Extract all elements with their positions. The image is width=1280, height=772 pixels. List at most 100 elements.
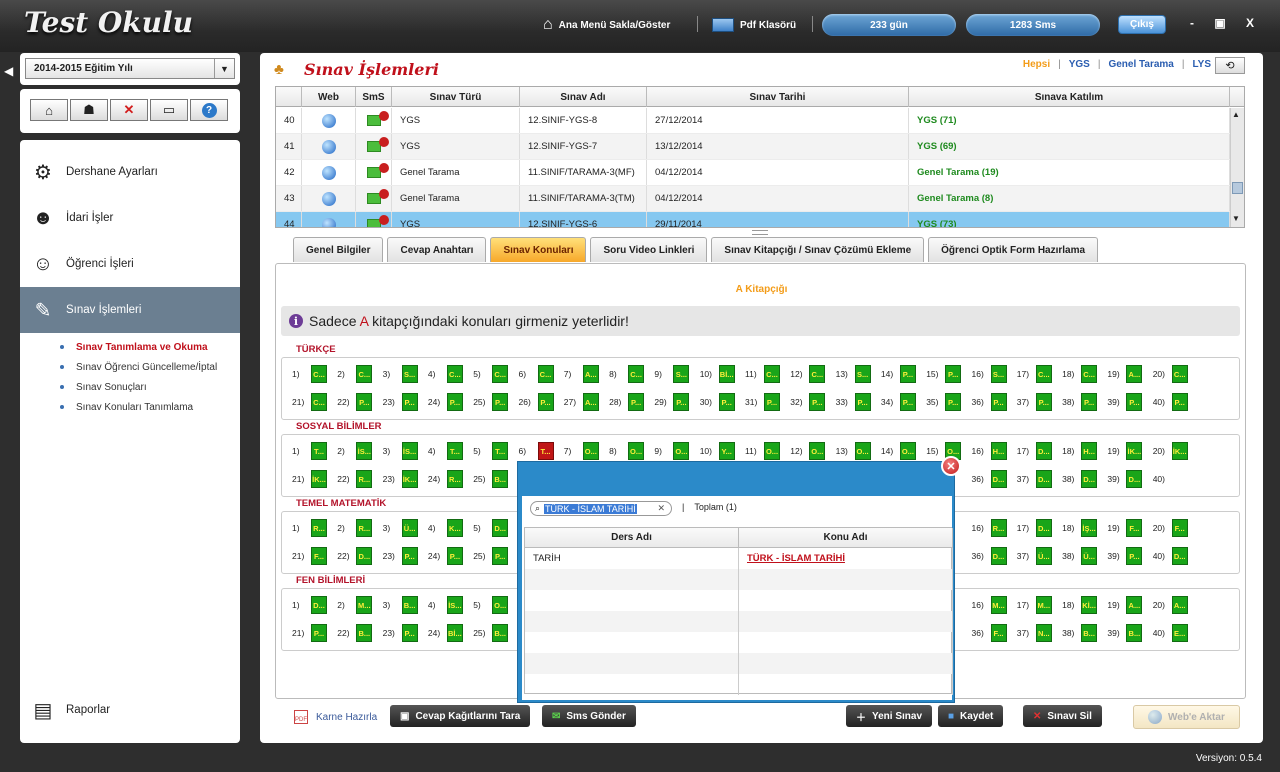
topic-box[interactable]: P...	[311, 624, 327, 642]
topic-box[interactable]: İS...	[401, 442, 418, 460]
topic-box[interactable]: O...	[854, 442, 871, 460]
web-cell[interactable]	[302, 108, 356, 133]
topic-box[interactable]: O...	[899, 442, 916, 460]
topic-box[interactable]: D...	[1035, 519, 1052, 537]
tab-sinav-konulari[interactable]: Sınav Konuları	[490, 237, 587, 262]
table-row[interactable]: 41 YGS 12.SINIF-YGS-7 13/12/2014 YGS (69)	[276, 134, 1230, 160]
export-to-web-button[interactable]: Web'e Aktar	[1133, 705, 1240, 729]
submenu-item-sinav-sonuclari[interactable]: Sınav Sonuçları	[60, 382, 147, 393]
scan-answer-sheets-button[interactable]: ▣ Cevap Kağıtlarını Tara	[390, 705, 531, 727]
topic-box[interactable]: C...	[311, 365, 327, 383]
topic-box[interactable]: P...	[1171, 393, 1188, 411]
send-sms-button[interactable]: ✉ Sms Gönder	[542, 705, 636, 727]
tab-cevap-anahtari[interactable]: Cevap Anahtarı	[387, 237, 487, 262]
topic-box[interactable]: P...	[1035, 393, 1052, 411]
topic-box[interactable]: D...	[356, 547, 373, 565]
topic-box[interactable]: İK...	[1171, 442, 1188, 460]
column-header-name[interactable]: Sınav Adı	[520, 87, 647, 107]
topic-box[interactable]: P...	[899, 365, 916, 383]
submenu-item-sinav-tanimlama[interactable]: Sınav Tanımlama ve Okuma	[60, 342, 208, 353]
topic-box[interactable]: F...	[1171, 519, 1188, 537]
save-button[interactable]: ■ Kaydet	[938, 705, 1004, 727]
pdf-folder-button[interactable]: Pdf Klasörü	[712, 14, 796, 36]
grid-scrollbar[interactable]: ▲ ▼	[1230, 108, 1244, 227]
topic-box[interactable]: T...	[311, 442, 327, 460]
sidebar-item-ogrenci-isleri[interactable]: ☺ Öğrenci İşleri	[20, 241, 240, 287]
table-row[interactable]: 40 YGS 12.SINIF-YGS-8 27/12/2014 YGS (71)	[276, 108, 1230, 134]
scroll-down-icon[interactable]: ▼	[1232, 214, 1240, 223]
topic-box[interactable]: P...	[401, 547, 418, 565]
filter-lys[interactable]: LYS	[1192, 59, 1211, 70]
topic-box[interactable]: P...	[899, 393, 916, 411]
topic-box[interactable]: C...	[1035, 365, 1052, 383]
topic-box[interactable]: A...	[582, 393, 599, 411]
topic-box[interactable]: E...	[1171, 624, 1188, 642]
topic-box[interactable]: S...	[401, 365, 418, 383]
tab-genel-bilgiler[interactable]: Genel Bilgiler	[293, 237, 384, 262]
collapse-sidebar-icon[interactable]: ◀	[4, 64, 14, 78]
delete-exam-button[interactable]: ✕ Sınavı Sil	[1023, 705, 1102, 727]
topic-box[interactable]: T...	[446, 442, 463, 460]
topic-box[interactable]: C...	[1081, 365, 1098, 383]
topic-box[interactable]: R...	[990, 519, 1007, 537]
tab-kitapcik-ekleme[interactable]: Sınav Kitapçığı / Sınav Çözümü Ekleme	[711, 237, 925, 262]
topic-search-input[interactable]: ⌕ TÜRK - İSLAM TARİHİ ✕	[530, 501, 672, 516]
sidebar-item-raporlar[interactable]: ▤ Raporlar	[20, 687, 240, 733]
topic-box[interactable]: R...	[311, 519, 327, 537]
scroll-up-icon[interactable]: ▲	[1232, 110, 1240, 119]
topic-box[interactable]: S...	[673, 365, 690, 383]
column-header-participation[interactable]: Sınava Katılım	[909, 87, 1230, 107]
topic-box[interactable]: N...	[1035, 624, 1052, 642]
sms-cell[interactable]	[356, 134, 392, 159]
topic-box[interactable]: O...	[492, 596, 509, 614]
sms-cell[interactable]	[356, 108, 392, 133]
filter-hepsi[interactable]: Hepsi	[1022, 59, 1051, 70]
submenu-item-ogrenci-guncelleme[interactable]: Sınav Öğrenci Güncelleme/İptal	[60, 362, 217, 373]
web-cell[interactable]	[302, 212, 356, 227]
topic-box[interactable]: B...	[1126, 624, 1143, 642]
topic-box[interactable]: İK...	[1126, 442, 1143, 460]
column-header-type[interactable]: Sınav Türü	[392, 87, 520, 107]
topic-box[interactable]: S...	[854, 365, 871, 383]
sidebar-item-idari-isler[interactable]: ☻ İdari İşler	[20, 195, 240, 241]
sidebar-item-sinav-islemleri[interactable]: ✎ Sınav İşlemleri	[20, 287, 240, 333]
topic-box[interactable]: F...	[1126, 519, 1143, 537]
splitter-handle[interactable]	[752, 230, 768, 235]
topic-box[interactable]: H...	[990, 442, 1007, 460]
topic-box[interactable]: P...	[1081, 393, 1098, 411]
topic-box[interactable]: F...	[311, 547, 327, 565]
topic-box[interactable]: D...	[1081, 470, 1098, 488]
topic-box[interactable]: P...	[628, 393, 645, 411]
topic-box[interactable]: F...	[990, 624, 1007, 642]
refresh-button[interactable]: ⟲	[1215, 57, 1245, 74]
topic-box[interactable]: Ü...	[401, 519, 418, 537]
topic-box[interactable]: Kİ...	[1081, 596, 1098, 614]
column-header-konu[interactable]: Konu Adı	[739, 528, 953, 548]
topic-box[interactable]: D...	[1035, 442, 1052, 460]
topic-box[interactable]: P...	[764, 393, 780, 411]
topic-box[interactable]: İK...	[311, 470, 327, 488]
topic-box[interactable]: P...	[1126, 547, 1143, 565]
topic-box[interactable]: T...	[537, 442, 554, 460]
topic-box[interactable]: B...	[356, 624, 373, 642]
topic-box[interactable]: M...	[356, 596, 373, 614]
topic-box[interactable]: P...	[492, 393, 509, 411]
topic-box[interactable]: D...	[1171, 547, 1188, 565]
topic-box[interactable]: A...	[1126, 365, 1143, 383]
topic-box[interactable]: P...	[446, 393, 463, 411]
sms-cell[interactable]	[356, 186, 392, 211]
scroll-thumb[interactable]	[1232, 182, 1243, 194]
topic-box[interactable]: Bİ...	[446, 624, 463, 642]
topic-box[interactable]: İŞ...	[1081, 519, 1098, 537]
karne-link[interactable]: PDF Karne Hazırla	[294, 710, 377, 724]
user-button[interactable]: ☗	[70, 99, 108, 121]
topic-box[interactable]: C...	[446, 365, 463, 383]
topic-box[interactable]: P...	[673, 393, 690, 411]
topic-box[interactable]: Ü...	[1035, 547, 1052, 565]
topic-row[interactable]: TARİH TÜRK - İSLAM TARİHİ	[525, 548, 953, 569]
topic-box[interactable]: B...	[492, 624, 509, 642]
topic-box[interactable]: P...	[809, 393, 826, 411]
topic-box[interactable]: C...	[764, 365, 780, 383]
topic-box[interactable]: B...	[401, 596, 418, 614]
calendar-button[interactable]: ▭	[150, 99, 188, 121]
